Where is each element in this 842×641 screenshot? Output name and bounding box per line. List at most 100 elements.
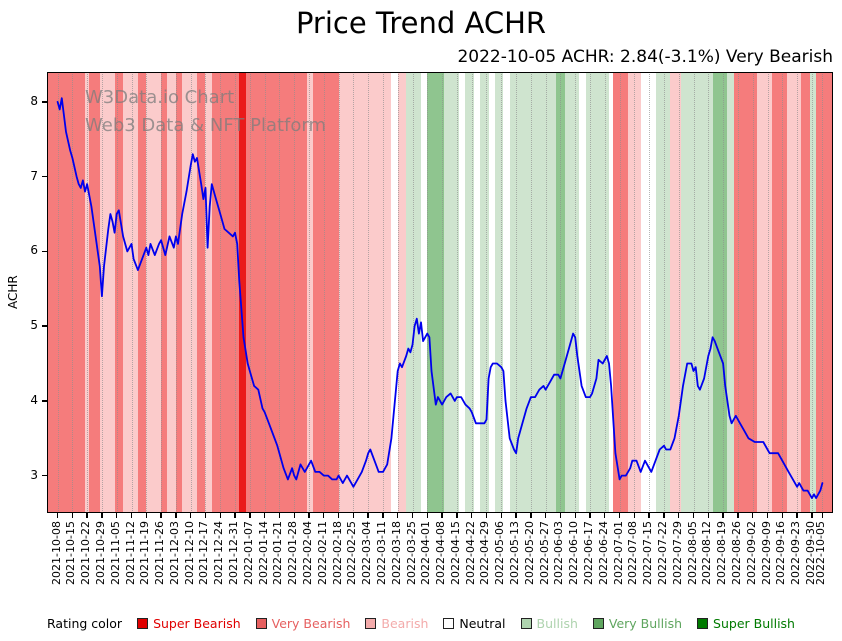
x-tick-mark [663, 513, 665, 518]
x-tick-mark [219, 513, 221, 518]
rating-band-bullish [585, 72, 610, 513]
x-gridline [131, 72, 133, 513]
rating-band-very_bearish [197, 72, 206, 513]
x-gridline [338, 72, 340, 513]
plot-area: W3Data.io Chart Web3 Data & NFT Platform [47, 72, 833, 513]
x-tick-mark [530, 513, 532, 518]
x-tick-mark [263, 513, 266, 518]
legend-swatch-very-bearish [255, 618, 267, 629]
rating-band-very_bearish [114, 72, 124, 513]
y-tick-mark [42, 175, 47, 178]
rating-band-very_bearish [816, 72, 833, 513]
x-tick-label: 2022-07-08 [626, 521, 640, 585]
x-tick-mark [618, 513, 621, 518]
x-gridline [264, 72, 266, 513]
legend-item-super-bullish: Super Bullish [697, 616, 795, 631]
x-tick-mark [781, 513, 783, 518]
x-gridline [382, 72, 384, 513]
x-gridline [767, 72, 769, 513]
x-tick-label: 2022-02-11 [315, 521, 329, 585]
x-gridline [530, 72, 532, 513]
x-tick-label: 2022-01-14 [256, 521, 270, 585]
x-gridline [560, 72, 562, 513]
y-tick-mark [42, 474, 47, 477]
x-tick-mark [796, 513, 798, 518]
x-tick-mark [130, 513, 133, 518]
x-gridline [368, 72, 370, 513]
x-tick-label: 2022-09-16 [774, 521, 788, 585]
x-gridline [782, 72, 784, 513]
x-tick-mark [278, 513, 281, 518]
legend-swatch-neutral [443, 618, 455, 629]
x-tick-label: 2022-09-23 [789, 521, 803, 585]
x-gridline [723, 72, 725, 513]
x-tick-mark [145, 513, 147, 518]
x-tick-mark [337, 513, 340, 518]
x-gridline [116, 72, 118, 513]
x-gridline [161, 72, 163, 513]
price-line-svg [56, 97, 824, 500]
rating-band-very_bearish [137, 72, 147, 513]
rating-band-bullish [444, 72, 459, 513]
x-gridline [72, 72, 74, 513]
x-gridline [294, 72, 296, 513]
x-gridline [708, 72, 710, 513]
x-tick-mark [752, 513, 754, 518]
x-tick-mark [722, 513, 724, 518]
rating-band-bearish [123, 72, 138, 513]
x-tick-label: 2021-11-26 [153, 521, 167, 585]
x-tick-label: 2021-10-15 [64, 521, 78, 585]
legend-label-bullish: Bullish [536, 616, 578, 631]
legend-label-super-bullish: Super Bullish [713, 616, 795, 631]
x-tick-label: 2022-07-15 [641, 521, 655, 585]
legend-label-very-bullish: Very Bullish [608, 616, 683, 631]
x-tick-mark [101, 513, 103, 518]
x-tick-label: 2021-12-17 [197, 521, 211, 585]
x-tick-mark [589, 513, 591, 518]
rating-band-bullish [406, 72, 421, 513]
x-tick-label: 2022-08-12 [700, 521, 714, 585]
x-tick-mark [352, 513, 355, 518]
y-tick-label: 6 [30, 243, 38, 258]
legend-item-very-bearish: Very Bearish [255, 616, 350, 631]
x-tick-mark [249, 513, 251, 518]
x-tick-label: 2022-05-27 [537, 521, 551, 585]
x-tick-mark [648, 513, 650, 518]
x-tick-label: 2022-04-08 [434, 521, 448, 585]
x-tick-label: 2022-02-04 [301, 521, 314, 585]
legend-swatch-super-bearish [137, 618, 149, 629]
rating-band-very_bearish [211, 72, 240, 513]
x-gridline [545, 72, 547, 513]
x-tick-mark [175, 513, 177, 518]
x-tick-label: 2022-05-13 [508, 521, 522, 585]
x-tick-mark [86, 513, 88, 518]
rating-band-bearish [338, 72, 392, 513]
x-tick-label: 2022-04-01 [419, 521, 433, 585]
x-tick-label: 2022-06-10 [567, 521, 581, 585]
x-tick-label: 2021-12-10 [182, 521, 196, 585]
rating-band-very_bearish [613, 72, 629, 513]
x-gridline [516, 72, 518, 513]
legend-swatch-super-bullish [697, 618, 709, 629]
x-tick-mark [71, 513, 74, 518]
rating-band-neutral [488, 72, 495, 513]
rating-band-bullish [809, 72, 817, 513]
x-gridline [353, 72, 355, 513]
y-tick-mark [42, 101, 47, 103]
x-gridline [442, 72, 444, 513]
legend-label-super-bearish: Super Bearish [153, 616, 241, 631]
rating-band-very_bearish [161, 72, 168, 513]
x-gridline [220, 72, 222, 513]
x-tick-label: 2021-11-05 [108, 521, 122, 585]
rating-band-bullish [727, 72, 734, 513]
x-tick-mark [821, 513, 824, 518]
x-tick-mark [559, 513, 562, 518]
x-tick-label: 2022-04-15 [448, 521, 462, 585]
x-tick-mark [160, 513, 162, 518]
rating-band-very_bearish [89, 72, 100, 513]
x-tick-mark [441, 513, 443, 518]
x-gridline [590, 72, 592, 513]
x-tick-label: 2022-08-19 [715, 521, 729, 585]
rating-band-very_bearish [313, 72, 339, 513]
x-gridline [619, 72, 621, 513]
